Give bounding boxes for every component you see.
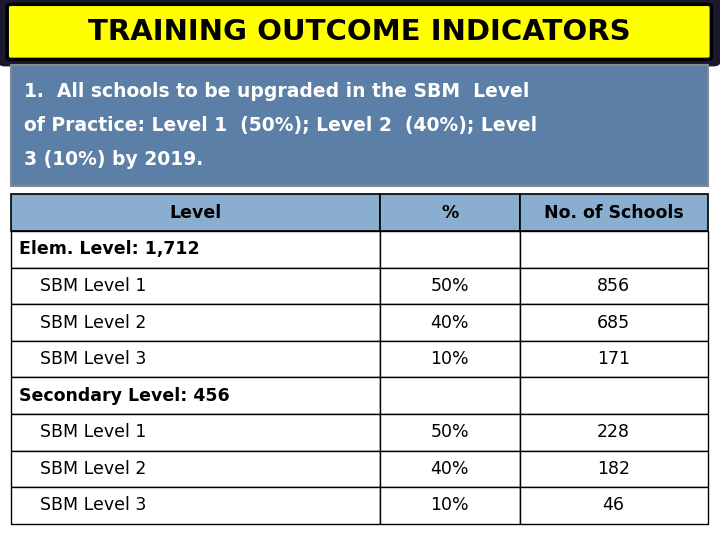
Text: Level: Level (169, 204, 222, 222)
Text: SBM Level 2: SBM Level 2 (29, 460, 146, 478)
Text: SBM Level 1: SBM Level 1 (29, 277, 146, 295)
Text: 40%: 40% (431, 314, 469, 332)
Text: SBM Level 2: SBM Level 2 (29, 314, 146, 332)
Text: SBM Level 3: SBM Level 3 (29, 496, 146, 515)
Text: 10%: 10% (431, 350, 469, 368)
Text: 10%: 10% (431, 496, 469, 515)
Text: TRAINING OUTCOME INDICATORS: TRAINING OUTCOME INDICATORS (88, 18, 631, 46)
Text: 856: 856 (597, 277, 630, 295)
Text: No. of Schools: No. of Schools (544, 204, 683, 222)
Text: Secondary Level: 456: Secondary Level: 456 (19, 387, 230, 404)
Text: 40%: 40% (431, 460, 469, 478)
Text: 182: 182 (597, 460, 630, 478)
Text: SBM Level 1: SBM Level 1 (29, 423, 146, 441)
Text: %: % (441, 204, 459, 222)
Text: 3 (10%) by 2019.: 3 (10%) by 2019. (24, 150, 203, 169)
Text: of Practice: Level 1  (50%); Level 2  (40%); Level: of Practice: Level 1 (50%); Level 2 (40%… (24, 116, 537, 135)
Text: Elem. Level: 1,712: Elem. Level: 1,712 (19, 240, 200, 258)
Text: 50%: 50% (431, 277, 469, 295)
Text: 171: 171 (597, 350, 630, 368)
Text: 1.  All schools to be upgraded in the SBM  Level: 1. All schools to be upgraded in the SBM… (24, 82, 529, 101)
Text: 50%: 50% (431, 423, 469, 441)
Text: SBM Level 3: SBM Level 3 (29, 350, 146, 368)
Text: 685: 685 (597, 314, 630, 332)
Text: 228: 228 (597, 423, 630, 441)
Text: 46: 46 (603, 496, 625, 515)
